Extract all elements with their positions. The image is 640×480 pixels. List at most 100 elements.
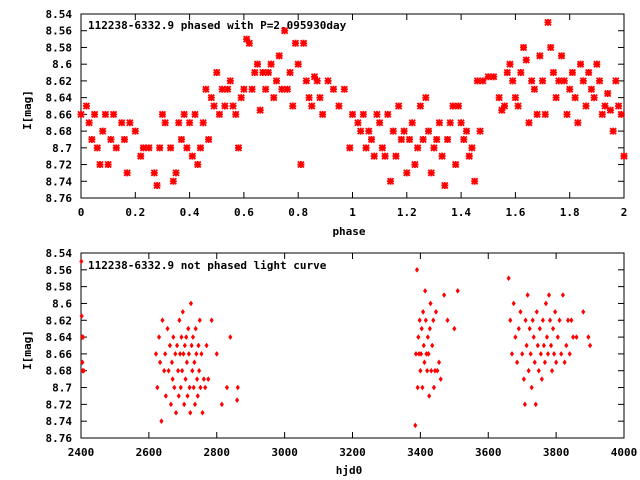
data-point <box>525 119 533 127</box>
data-point <box>560 77 568 85</box>
data-point <box>609 127 617 135</box>
data-point <box>198 384 203 391</box>
data-point <box>519 43 528 52</box>
phased-x-tick-label: 2 <box>621 206 628 219</box>
data-point <box>186 325 191 332</box>
data-point <box>435 119 444 127</box>
data-point <box>431 317 436 324</box>
data-point <box>93 144 101 152</box>
data-point <box>586 334 591 341</box>
data-point <box>565 317 571 324</box>
data-point <box>204 342 209 349</box>
data-point <box>190 367 195 374</box>
data-point <box>536 367 541 374</box>
data-point <box>506 275 511 282</box>
data-point <box>516 325 521 332</box>
data-point <box>557 52 566 60</box>
data-point <box>590 93 598 102</box>
phased-x-tick-label: 1.2 <box>397 206 417 219</box>
data-point <box>569 317 574 324</box>
data-point <box>568 68 577 77</box>
data-point <box>199 119 207 127</box>
data-point <box>525 292 530 298</box>
unphased-x-tick-label: 2400 <box>68 446 95 459</box>
data-point <box>378 144 387 152</box>
phased-x-tick-label: 1.4 <box>451 206 471 219</box>
data-point <box>438 376 443 383</box>
data-point <box>324 77 332 85</box>
data-point <box>524 342 529 349</box>
data-point <box>229 102 237 110</box>
data-point <box>587 85 596 93</box>
data-point <box>182 401 187 408</box>
data-point <box>82 102 91 110</box>
data-point <box>224 384 230 391</box>
data-point <box>272 77 281 85</box>
data-point <box>182 342 187 349</box>
data-point <box>552 93 560 102</box>
data-point <box>177 135 186 144</box>
unphased-y-tick-label: 8.56 <box>46 264 73 277</box>
data-point <box>546 292 552 298</box>
unphased-y-tick-label: 8.6 <box>52 297 72 310</box>
phased-x-tick-label: 1 <box>349 206 356 219</box>
data-point <box>259 68 267 77</box>
data-point <box>126 119 134 127</box>
data-point <box>601 102 609 110</box>
data-point <box>171 334 176 341</box>
data-point <box>574 119 582 127</box>
data-point <box>579 77 587 85</box>
data-point <box>593 60 601 68</box>
data-point <box>559 350 564 357</box>
data-point <box>418 367 423 374</box>
data-point <box>150 169 158 177</box>
data-point <box>452 160 460 169</box>
data-point <box>196 367 202 374</box>
data-point <box>587 342 593 349</box>
data-point <box>185 119 194 127</box>
data-point <box>533 401 538 408</box>
data-point <box>537 325 542 332</box>
data-point <box>234 144 243 152</box>
data-point <box>207 93 215 102</box>
phased-x-tick-label: 0.8 <box>288 206 308 219</box>
data-point <box>168 401 174 408</box>
data-point <box>180 308 185 315</box>
data-point <box>202 85 210 93</box>
data-point <box>373 110 381 119</box>
data-point <box>316 93 324 102</box>
data-point <box>88 135 96 144</box>
data-point <box>534 308 539 315</box>
data-point <box>514 102 522 110</box>
data-point <box>200 409 205 416</box>
data-point <box>194 160 202 169</box>
data-point <box>538 350 543 357</box>
data-point <box>614 102 623 110</box>
data-point <box>183 144 191 152</box>
data-point <box>178 384 183 391</box>
data-point <box>424 127 433 135</box>
data-point <box>509 350 515 357</box>
data-point <box>563 110 571 119</box>
data-point <box>155 384 160 391</box>
data-point <box>156 334 162 341</box>
data-point <box>203 384 208 391</box>
data-point <box>550 325 556 332</box>
data-point <box>426 350 431 357</box>
data-point <box>264 68 272 77</box>
unphased-x-tick-label: 3800 <box>543 446 570 459</box>
data-point <box>542 359 548 366</box>
phased-y-tick-label: 8.68 <box>46 125 73 138</box>
phased-y-tick-label: 8.76 <box>46 192 73 205</box>
data-point <box>541 342 547 349</box>
data-point <box>571 93 579 102</box>
data-point <box>548 342 554 349</box>
data-point <box>429 367 434 374</box>
data-point <box>528 350 533 357</box>
data-point <box>535 342 540 349</box>
data-point <box>362 144 370 152</box>
data-point <box>183 376 188 383</box>
data-point <box>427 325 432 332</box>
unphased-y-tick-label: 8.64 <box>46 331 73 344</box>
data-point <box>197 317 202 324</box>
